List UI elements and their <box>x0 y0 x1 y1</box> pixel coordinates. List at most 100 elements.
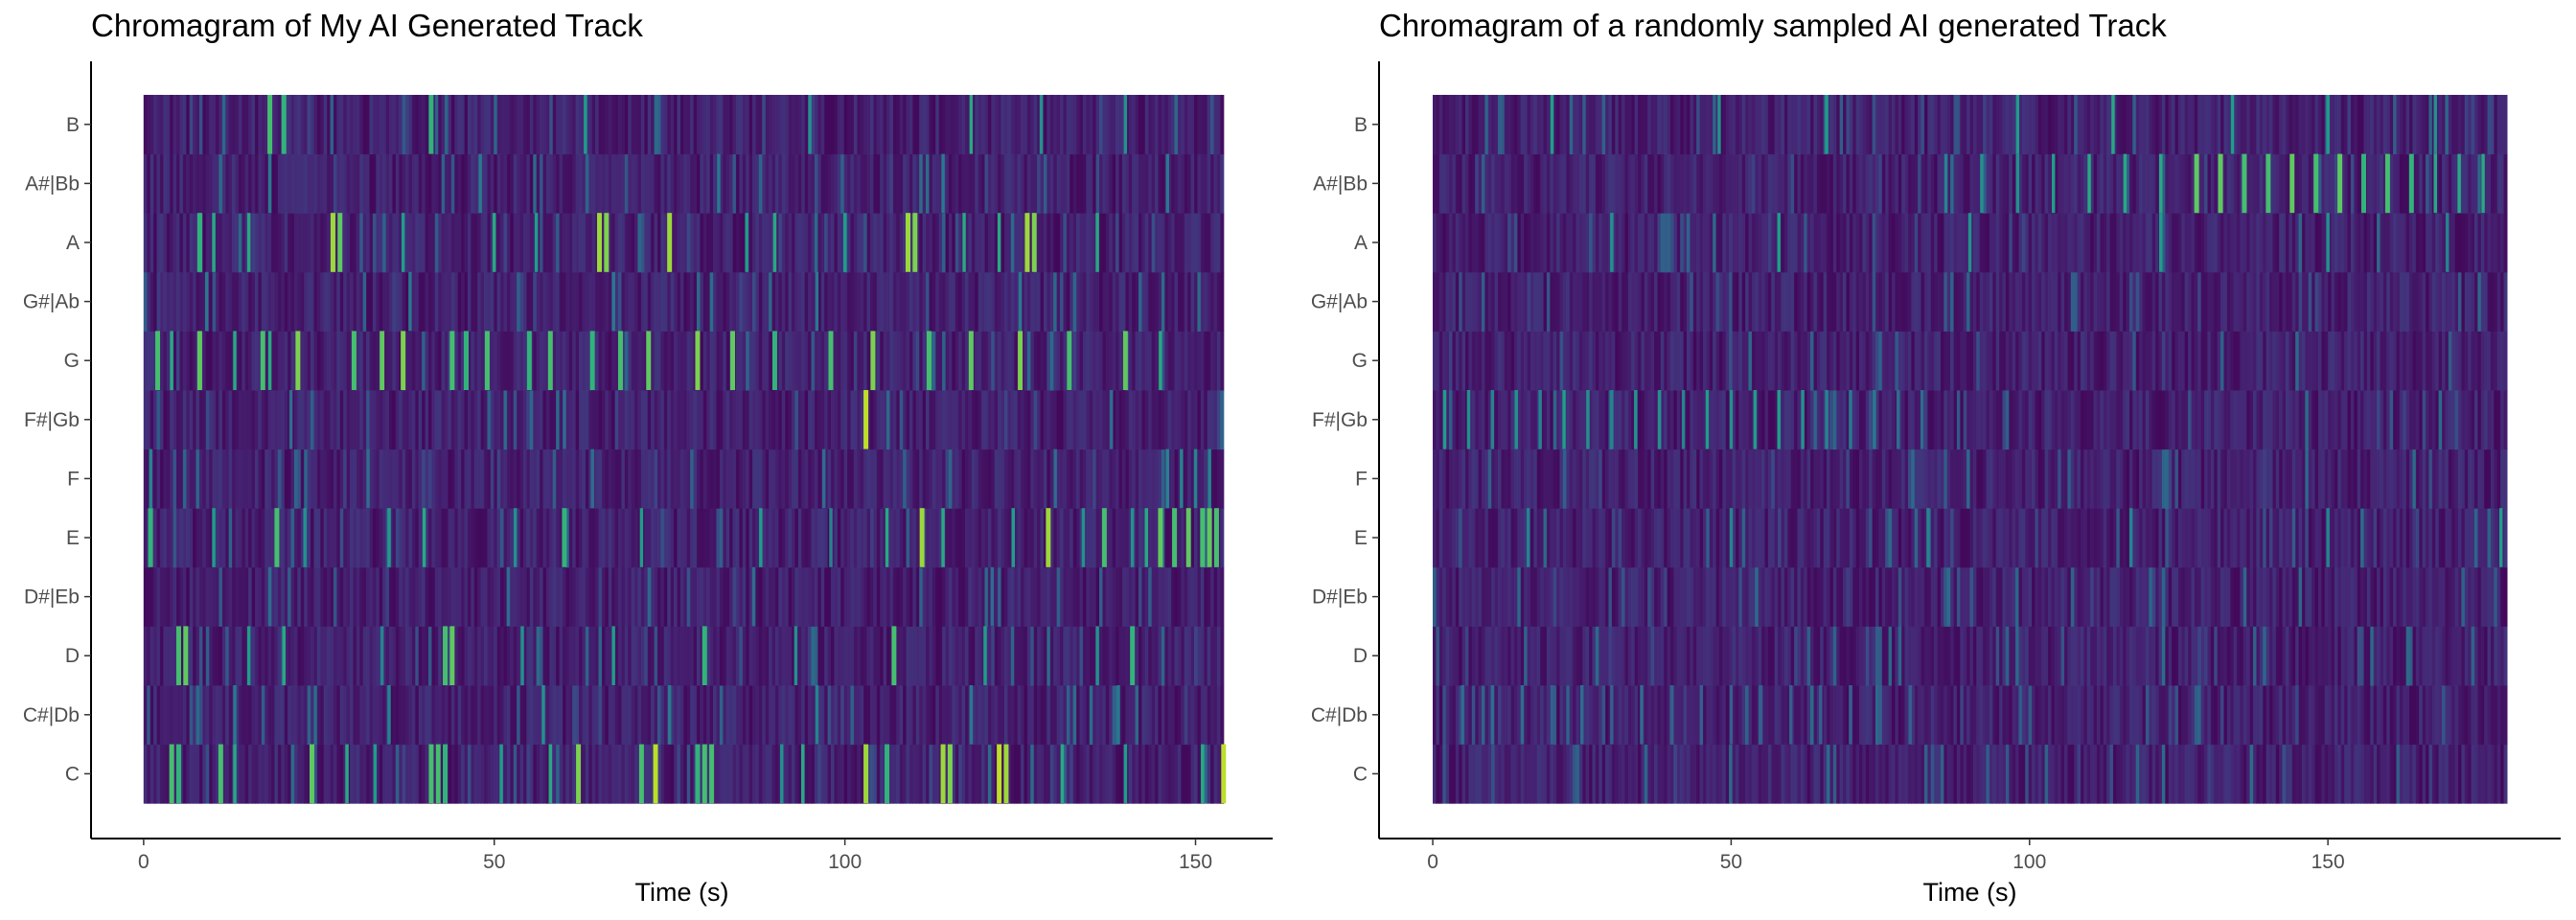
heat-cell <box>242 626 246 686</box>
heat-cell <box>388 95 393 155</box>
heat-cell <box>929 566 933 627</box>
heat-cell <box>929 508 933 568</box>
heat-cell <box>2360 744 2365 804</box>
heat-cell <box>350 153 355 214</box>
heat-cell <box>748 271 753 332</box>
heat-cell <box>1007 271 1012 332</box>
heat-cell <box>473 153 478 214</box>
heat-cell <box>362 448 367 509</box>
heat-cell <box>425 566 429 627</box>
heat-cell <box>369 390 374 450</box>
heat-cell <box>490 95 494 155</box>
heat-cell <box>1210 331 1215 391</box>
heat-cell <box>723 331 727 391</box>
heat-cell <box>2263 744 2267 804</box>
heat-cell <box>196 95 200 155</box>
heat-cell <box>752 271 757 332</box>
heat-cell <box>1660 744 1665 804</box>
heat-cell <box>801 271 806 332</box>
heat-cell <box>1082 153 1087 214</box>
heat-cell <box>679 685 684 746</box>
heat-cell <box>1040 448 1045 509</box>
heat-cell <box>725 95 730 155</box>
heat-cell <box>725 213 730 273</box>
heat-cell <box>1197 685 1202 746</box>
heat-cell <box>284 626 288 686</box>
heat-cell <box>628 685 632 746</box>
heat-cell <box>1033 331 1038 391</box>
heat-cell <box>820 95 825 155</box>
heat-cell <box>1216 331 1221 391</box>
heat-cell <box>496 153 501 214</box>
heat-cell <box>1197 448 1202 509</box>
heat-cell <box>1664 685 1668 746</box>
heat-cell <box>2454 744 2459 804</box>
heat-cell <box>235 95 240 155</box>
heat-cell <box>251 508 256 568</box>
heat-cell <box>1155 626 1160 686</box>
heat-cell <box>926 448 931 509</box>
heat-cell <box>696 626 701 686</box>
heat-cell <box>667 271 672 332</box>
heat-cell <box>310 448 315 509</box>
heat-cell <box>1751 626 1756 686</box>
heat-cell <box>1105 685 1110 746</box>
heat-cell <box>333 626 337 686</box>
heat-cell <box>441 566 446 627</box>
heat-cell <box>1144 744 1149 804</box>
heat-cell <box>1220 508 1225 568</box>
chroma-highlight <box>611 626 615 685</box>
heat-cell <box>408 448 413 509</box>
heat-cell <box>876 626 881 686</box>
heat-cell <box>156 390 161 450</box>
heat-cell <box>565 95 570 155</box>
heat-cell <box>817 213 822 273</box>
heat-cell <box>1465 685 1470 746</box>
heat-cell <box>1911 685 1916 746</box>
heat-cell <box>912 685 917 746</box>
heat-cell <box>1582 626 1587 686</box>
heat-cell <box>399 566 403 627</box>
heat-cell <box>1497 626 1502 686</box>
heat-cell <box>556 744 561 804</box>
heat-cell <box>533 153 538 214</box>
heat-cell <box>1875 744 1879 804</box>
heat-cell <box>568 153 573 214</box>
heat-cell <box>304 153 309 214</box>
heat-cell <box>1128 331 1133 391</box>
heat-cell <box>2194 685 2198 746</box>
heat-cell <box>2275 744 2280 804</box>
heat-cell <box>2431 685 2436 746</box>
heat-cell <box>588 95 593 155</box>
heat-cell <box>2005 744 2010 804</box>
heat-cell <box>209 448 214 509</box>
heat-cell <box>1923 626 1928 686</box>
heat-cell <box>549 448 554 509</box>
heat-cell <box>1732 626 1736 686</box>
heat-cell <box>831 744 836 804</box>
heat-cell <box>991 508 996 568</box>
heat-cell <box>411 95 416 155</box>
heat-cell <box>827 744 832 804</box>
heat-cell <box>769 390 773 450</box>
heat-cell <box>568 685 573 746</box>
heat-cell <box>1527 744 1531 804</box>
heat-cell <box>1049 566 1054 627</box>
heat-cell <box>1109 271 1114 332</box>
heat-cell <box>1979 685 1984 746</box>
heat-cell <box>634 213 639 273</box>
heat-cell <box>752 508 757 568</box>
heat-cell <box>876 390 881 450</box>
heat-cell <box>1963 685 1967 746</box>
heat-cell <box>242 271 246 332</box>
heat-cell <box>1764 744 1769 804</box>
heat-cell <box>1184 626 1188 686</box>
heat-cell <box>598 271 603 332</box>
heat-cell <box>427 271 432 332</box>
heat-cell <box>987 153 992 214</box>
heat-cell <box>1141 685 1146 746</box>
heat-cell <box>176 153 181 214</box>
heat-cell <box>968 508 973 568</box>
x-tick-label: 0 <box>138 851 150 873</box>
heat-cell <box>1709 626 1714 686</box>
